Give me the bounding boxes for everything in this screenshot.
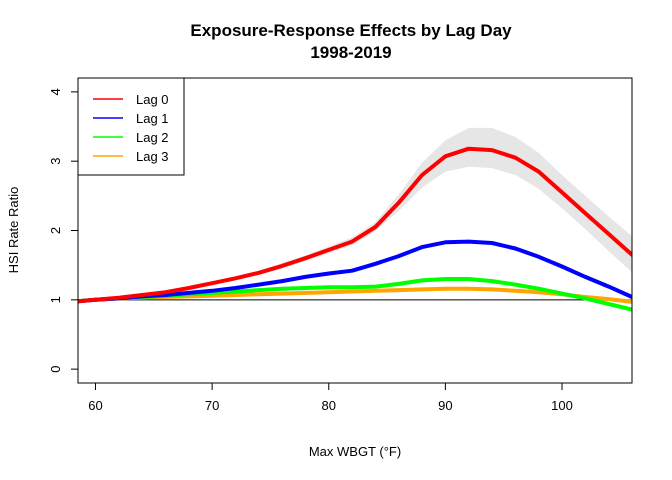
x-tick-label: 80: [322, 398, 336, 413]
y-axis: 0 1 2 3 4: [48, 88, 78, 373]
x-tick-label: 100: [551, 398, 573, 413]
legend-label-lag-2: Lag 2: [136, 130, 169, 145]
series-line-lag-1: [78, 239, 632, 304]
y-tick-label: 1: [48, 296, 63, 303]
legend-label-lag-1: Lag 1: [136, 111, 169, 126]
y-tick-label: 2: [48, 227, 63, 234]
x-axis: 60 70 80 90 100: [88, 383, 573, 413]
y-tick-label: 4: [48, 88, 63, 95]
legend: Lag 0 Lag 1 Lag 2 Lag 3: [77, 77, 185, 176]
chart-subtitle: 1998-2019: [310, 43, 391, 62]
legend-box: [77, 77, 185, 176]
x-tick-label: 60: [88, 398, 102, 413]
legend-label-lag-0: Lag 0: [136, 92, 169, 107]
x-axis-label: Max WBGT (°F): [309, 444, 401, 459]
series-line-lag-0: [78, 146, 632, 304]
y-tick-label: 0: [48, 366, 63, 373]
x-tick-label: 90: [438, 398, 452, 413]
y-axis-label: HSI Rate Ratio: [6, 187, 21, 274]
x-tick-label: 70: [205, 398, 219, 413]
y-tick-label: 3: [48, 158, 63, 165]
chart-title: Exposure-Response Effects by Lag Day: [190, 21, 512, 40]
legend-label-lag-3: Lag 3: [136, 149, 169, 164]
